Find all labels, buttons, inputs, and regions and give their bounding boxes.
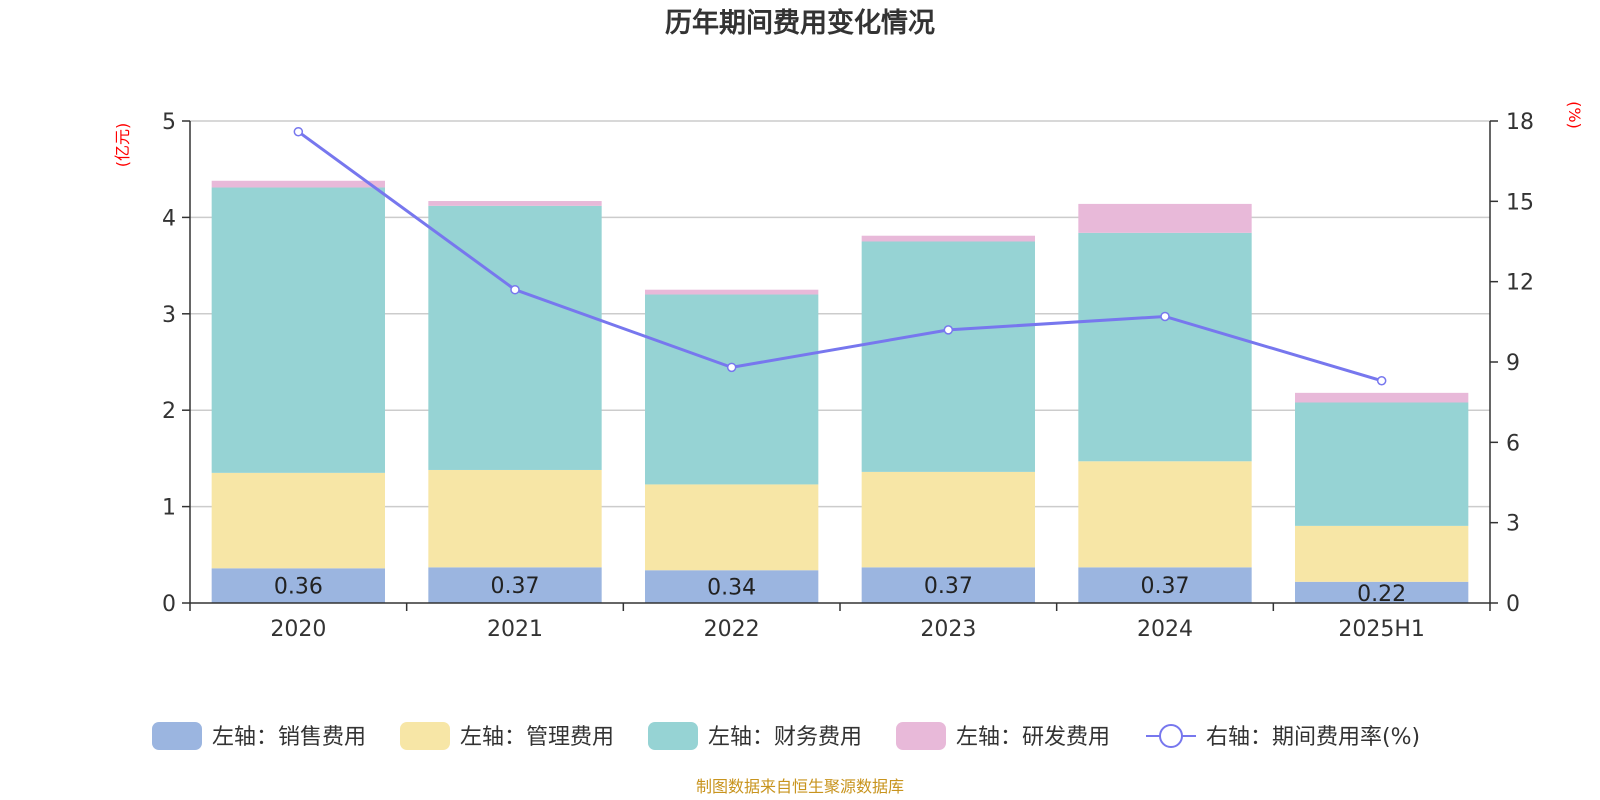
legend-marker-4	[1159, 724, 1183, 748]
bar-segment-series-1	[861, 471, 1035, 568]
rate-line-point	[943, 325, 954, 335]
legend-label-2: 左轴：财务费用	[708, 725, 862, 750]
bar-data-label: 0.37	[1141, 574, 1190, 599]
rate-line-series-4	[297, 130, 1383, 383]
rate-line-point	[510, 284, 520, 295]
right-axis-unit: (%)	[1565, 101, 1584, 129]
right-axis-tick-label: 9	[1506, 351, 1520, 376]
rate-line-series	[293, 126, 1387, 386]
x-axis-tick-label: 2023	[920, 617, 976, 642]
bar-segment-series-1	[428, 469, 602, 568]
bar-segment-series-2	[1295, 402, 1469, 526]
rate-line-point	[726, 362, 737, 373]
x-axis-tick-label: 2021	[487, 617, 543, 642]
legend-label-4: 右轴：期间费用率(%)	[1206, 725, 1420, 750]
legend-label-1: 左轴：管理费用	[460, 725, 614, 750]
bar-segment-series-3	[645, 289, 819, 295]
bar-segment-series-0	[428, 567, 602, 603]
x-axis-tick-label: 2022	[704, 617, 760, 642]
left-axis-tick-label: 3	[162, 303, 176, 328]
bar-segment-series-1	[211, 472, 385, 569]
bar-data-label: 0.22	[1357, 582, 1406, 607]
bar-segment-series-3	[428, 201, 602, 206]
rate-line-point	[293, 126, 304, 137]
bar-segment-series-0	[645, 570, 819, 603]
rate-line-point	[1376, 375, 1387, 386]
bar-segment-series-2	[428, 205, 602, 470]
data-labels: 0.36 0.37 0.34 0.37 0.37 0.22	[274, 574, 1406, 607]
grid-lines	[190, 120, 1490, 508]
left-axis-tick-label: 0	[162, 592, 176, 617]
left-axis-tick-label: 4	[162, 206, 176, 231]
right-axis-tick-label: 3	[1506, 512, 1520, 537]
bar-data-label: 0.37	[924, 574, 973, 599]
legend: 左轴：销售费用 左轴：管理费用 左轴：财务费用 左轴：研发费用 右轴：期间费用率(%)	[152, 722, 1420, 750]
bar-segment-series-1	[1295, 525, 1469, 582]
bar-segment-series-3	[1295, 392, 1469, 403]
left-axis-unit: (亿元)	[113, 123, 132, 168]
legend-swatch-3	[896, 722, 946, 750]
legend-swatch-0	[152, 722, 202, 750]
bar-segment-series-2	[861, 241, 1035, 472]
right-axis-tick-label: 18	[1506, 110, 1534, 135]
legend-label-0: 左轴：销售费用	[212, 725, 366, 750]
bar-segment-series-0	[211, 568, 385, 603]
bar-series	[211, 180, 1469, 603]
bar-segment-series-3	[1078, 203, 1252, 233]
legend-label-3: 左轴：研发费用	[956, 725, 1110, 750]
x-axis-tick-label: 2020	[270, 617, 326, 642]
bar-segment-series-2	[211, 187, 385, 473]
bar-segment-series-3	[861, 235, 1035, 242]
source-note: 制图数据来自恒生聚源数据库	[696, 777, 904, 796]
bar-segment-series-2	[645, 294, 819, 485]
left-axis-tick-label: 1	[162, 496, 176, 521]
bar-segment-series-3	[211, 180, 385, 188]
rate-line-point	[1160, 311, 1170, 322]
x-axis-tick-label: 2025H1	[1338, 617, 1425, 642]
bar-segment-series-0	[1295, 581, 1469, 603]
right-axis-tick-label: 15	[1506, 190, 1534, 215]
right-axis-tick-label: 0	[1506, 592, 1520, 617]
bar-segment-series-0	[861, 567, 1035, 603]
right-axis-tick-label: 6	[1506, 431, 1520, 456]
bar-segment-series-1	[1078, 461, 1252, 568]
legend-swatch-2	[648, 722, 698, 750]
legend-swatch-1	[400, 722, 450, 750]
right-axis-tick-label: 12	[1506, 271, 1534, 296]
bar-segment-series-2	[1078, 232, 1252, 462]
bar-data-label: 0.37	[491, 574, 540, 599]
bar-data-label: 0.34	[707, 576, 756, 601]
bar-data-label: 0.36	[274, 575, 323, 600]
x-axis-tick-label: 2024	[1137, 617, 1193, 642]
bar-segment-series-1	[645, 484, 819, 571]
bar-segment-series-0	[1078, 567, 1252, 603]
chart-title: 历年期间费用变化情况	[665, 7, 935, 39]
left-axis-tick-label: 2	[162, 399, 176, 424]
left-axis-tick-label: 5	[162, 110, 176, 135]
